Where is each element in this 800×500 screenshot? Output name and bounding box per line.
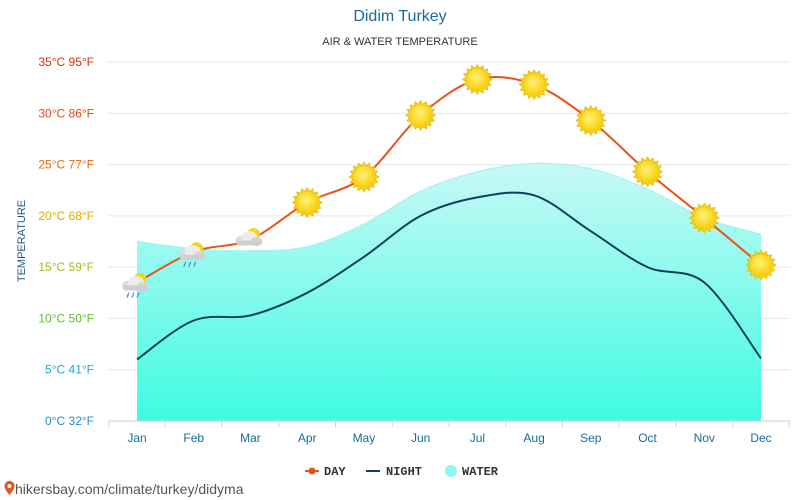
cloudy-rain-icon <box>178 242 206 267</box>
weather-icons <box>122 63 777 298</box>
night-line <box>136 191 762 361</box>
y-tick-label: 10°C 50°F <box>38 311 94 325</box>
y-tick-label: 0°C 32°F <box>45 414 94 428</box>
sun-icon <box>688 202 720 234</box>
chart-title: Didim Turkey <box>353 8 447 25</box>
sun-icon <box>745 249 777 281</box>
y-tick-label: 30°C 86°F <box>38 106 94 120</box>
x-tick-label: Jan <box>127 431 146 445</box>
chart-subtitle: AIR & WATER TEMPERATURE <box>322 36 478 48</box>
x-tick-label: Nov <box>694 431 715 445</box>
night-series <box>136 191 762 361</box>
legend-item-water: WATER <box>445 465 499 479</box>
x-tick-label: Sep <box>580 431 602 445</box>
location-pin-icon <box>4 481 15 495</box>
sun-icon <box>575 104 607 137</box>
x-tick-label: Jun <box>411 431 430 445</box>
sun-icon <box>518 69 550 101</box>
water-area <box>137 163 761 421</box>
water-series <box>136 162 762 421</box>
x-tick-label: Aug <box>523 431 544 445</box>
x-tick-label: Jul <box>470 431 485 445</box>
cloudy-rain-icon <box>122 273 149 298</box>
x-tick-label: Oct <box>638 431 657 445</box>
sun-icon <box>461 63 493 95</box>
y-axis-label: TEMPERATURE <box>16 200 28 282</box>
sun-icon <box>291 186 323 219</box>
sun-icon <box>631 156 664 188</box>
x-tick-label: Dec <box>750 431 771 445</box>
y-tick-label: 25°C 77°F <box>38 158 94 172</box>
axes: 0°C 32°F 5°C 41°F 10°C 50°F 15°C 59°F 20°C 6… <box>38 55 790 445</box>
legend-water-swatch <box>445 465 457 477</box>
y-tick-label: 5°C 41°F <box>45 363 94 377</box>
legend-item-day: DAY <box>305 465 346 479</box>
legend-night-label: NIGHT <box>386 465 422 479</box>
watermark-text: hikersbay.com/climate/turkey/didyma <box>15 481 244 497</box>
x-tick-label: Apr <box>298 431 317 445</box>
y-tick-label: 35°C 95°F <box>38 55 94 69</box>
y-tick-label: 15°C 59°F <box>38 260 94 274</box>
sun-icon <box>405 99 437 131</box>
water-line <box>136 162 762 252</box>
x-tick-label: May <box>353 431 376 445</box>
x-tick-label: Feb <box>183 431 204 445</box>
sun-icon <box>348 161 380 193</box>
legend-item-night: NIGHT <box>366 465 422 479</box>
source-watermark: hikersbay.com/climate/turkey/didyma <box>4 481 243 497</box>
y-tick-label: 20°C 68°F <box>38 209 94 223</box>
legend-day-dot <box>308 467 316 475</box>
x-tick-label: Mar <box>240 431 261 445</box>
legend-water-label: WATER <box>462 465 499 479</box>
partly-cloudy-icon <box>235 227 263 246</box>
legend: DAY NIGHT WATER <box>305 465 499 479</box>
legend-day-label: DAY <box>324 465 346 479</box>
